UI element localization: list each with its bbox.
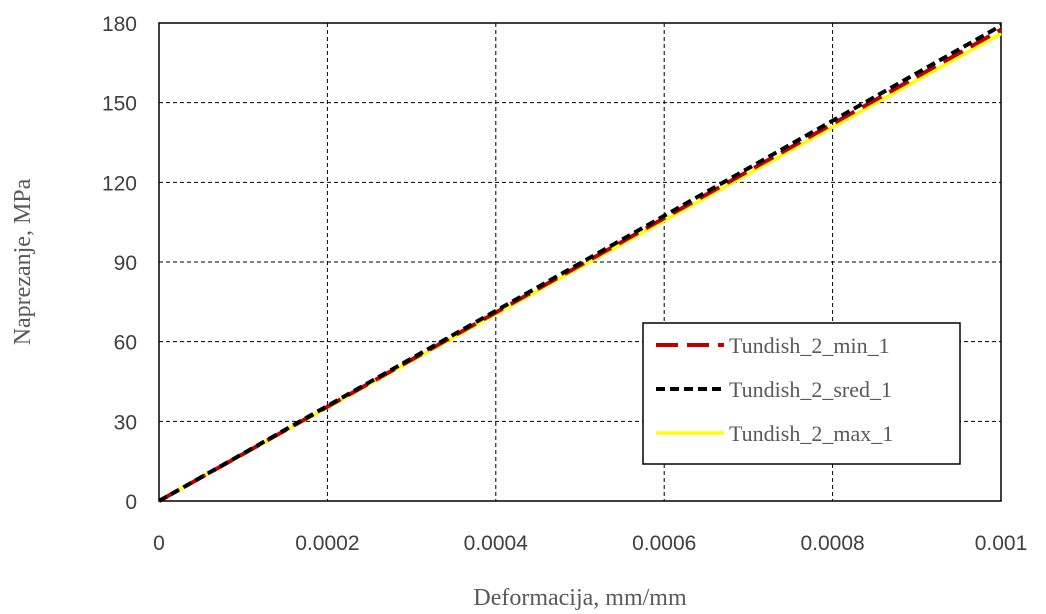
y-axis-ticks: 0 30 60 90 120 150 180 xyxy=(102,13,137,514)
legend: Tundish_2_min_1 Tundish_2_sred_1 Tundish_2… xyxy=(642,322,961,465)
x-tick-label: 0.0006 xyxy=(632,532,696,555)
x-tick-label: 0.001 xyxy=(975,532,1028,555)
y-axis-title: Naprezanje, MPa xyxy=(10,178,36,345)
x-tick-label: 0.0002 xyxy=(295,532,359,555)
y-tick-label: 30 xyxy=(114,411,137,434)
legend-label: Tundish_2_sred_1 xyxy=(729,377,892,402)
x-tick-label: 0.0004 xyxy=(464,532,529,555)
y-tick-label: 180 xyxy=(102,13,137,36)
plot-area xyxy=(158,22,1002,502)
y-tick-label: 120 xyxy=(102,172,137,195)
y-tick-label: 90 xyxy=(114,252,137,275)
legend-label: Tundish_2_max_1 xyxy=(729,421,893,446)
x-tick-label: 0 xyxy=(153,532,165,555)
x-axis-ticks: 0 0.0002 0.0004 0.0006 0.0008 0.001 xyxy=(153,532,1027,555)
y-tick-label: 150 xyxy=(102,93,137,116)
y-tick-label: 0 xyxy=(125,491,137,514)
series-line-Tundish_2_sred_1 xyxy=(158,23,1002,503)
series-group xyxy=(158,23,1002,503)
legend-label: Tundish_2_min_1 xyxy=(729,333,890,358)
x-tick-label: 0.0008 xyxy=(800,532,864,555)
x-axis-title: Deformacija, mm/mm xyxy=(473,585,687,611)
y-tick-label: 60 xyxy=(114,332,137,355)
